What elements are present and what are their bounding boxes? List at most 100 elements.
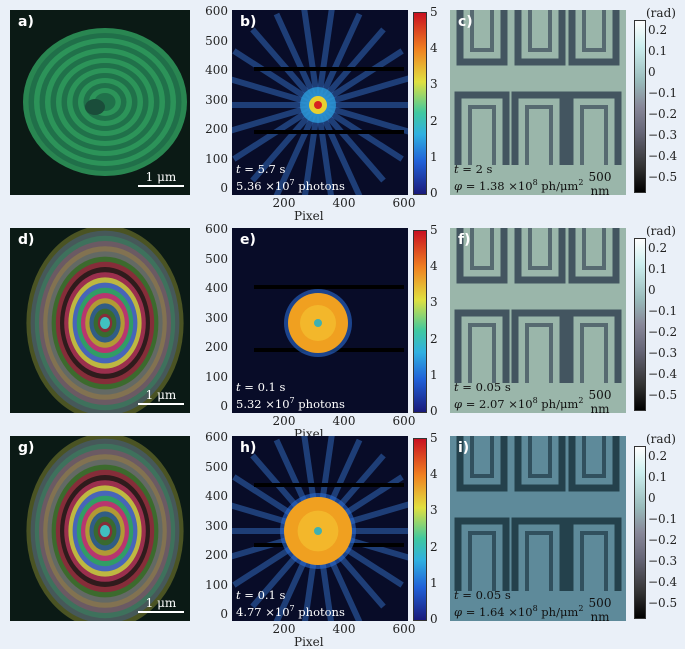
y-tick-label: 100 [205, 369, 228, 384]
y-tick-label: 200 [205, 548, 228, 562]
y-tick-label: 0 [220, 181, 228, 195]
panel-label: a) [18, 14, 34, 30]
nanostructure-shape [454, 91, 510, 165]
y-tick-label: 100 [205, 151, 228, 166]
fluence-mantissa: 2.07 [479, 396, 505, 411]
colorbar-tick-label: −0.5 [648, 388, 678, 402]
intensity-colorbar [413, 12, 427, 195]
photon-exponent: 7 [289, 604, 295, 613]
x-axis-label: Pixel [294, 209, 324, 223]
time-value: 0.05 s [475, 380, 511, 394]
colorbar-tick-label: 1 [430, 367, 438, 382]
nanostructure-shape [456, 228, 508, 284]
nanostructure-inner [525, 531, 553, 591]
diffraction-image [254, 285, 404, 357]
nanostructure-inner [525, 323, 553, 383]
panel-label: d) [18, 232, 35, 248]
scale-bar-label: 500 nm [588, 596, 612, 621]
nanostructure-shape [456, 436, 508, 492]
nanostructure-shape [454, 517, 510, 591]
colorbar-tick-label: 4 [430, 259, 438, 274]
y-tick-label: 500 [205, 251, 228, 266]
scale-bar: 500 nm [578, 170, 622, 195]
fluence-mantissa: 1.64 [479, 604, 505, 619]
colorbar-tick-label: 4 [430, 41, 438, 56]
colorbar-tick-label: −0.2 [648, 107, 678, 121]
nanostructure-inner [468, 323, 496, 383]
panel-label: g) [18, 440, 35, 456]
scale-bar-line [138, 185, 184, 187]
fluence-mantissa: 1.38 [479, 178, 505, 193]
nanostructure-shape [566, 517, 622, 591]
exposure-time: t = 5.7 s [236, 162, 345, 176]
fluence-unit: ph/μm [537, 396, 579, 411]
nanostructure-shape [511, 309, 567, 383]
colorbar-tick-label: −0.4 [648, 575, 678, 589]
diffraction-plot: e) t = 0.1 s 5.32 ×107 photons [232, 228, 408, 413]
exposure-time: t = 0.05 s [454, 588, 583, 602]
time-symbol: t [454, 162, 459, 176]
phase-image [454, 436, 622, 591]
colorbar-tick-label: −0.3 [648, 128, 678, 142]
photon-mantissa: 5.36 [236, 178, 262, 193]
squared-exponent: 2 [578, 604, 584, 613]
phase-image [454, 10, 622, 165]
colorbar-tick-label: 1 [430, 575, 438, 590]
nanostructure-shape [566, 91, 622, 165]
nanostructure-shape [566, 309, 622, 383]
squared-exponent: 2 [578, 396, 584, 405]
beamstop-bar [254, 483, 404, 487]
y-tick-label: 400 [205, 63, 228, 77]
exposure-time: t = 0.1 s [236, 588, 345, 602]
scale-bar: 1 μm [138, 596, 184, 613]
colorbar-tick-label: 2 [430, 539, 438, 554]
y-tick-label: 600 [205, 4, 228, 18]
colorbar-tick-label: 2 [430, 331, 438, 346]
scale-bar-label: 500 nm [588, 170, 612, 195]
nanostructure-inner [468, 105, 496, 165]
intensity-colorbar [413, 230, 427, 413]
exposure-time: t = 0.05 s [454, 380, 583, 394]
colorbar-tick-label: −0.3 [648, 554, 678, 568]
colorbar-tick-label: −0.3 [648, 346, 678, 360]
colorbar-tick-label: −0.1 [648, 304, 678, 318]
time-value: 0.1 s [257, 380, 286, 394]
time-value: 0.1 s [257, 588, 286, 602]
panel-label: c) [458, 14, 473, 30]
nanostructure-inner [525, 105, 553, 165]
fluence-value: φ = 1.64 ×108 ph/μm2 [454, 602, 583, 619]
diffraction-peak [314, 101, 322, 109]
colorbar-tick-label: 1 [430, 149, 438, 164]
x-tick-label: 400 [332, 196, 356, 210]
scale-bar: 1 μm [138, 170, 184, 187]
colorbar-tick-label: 4 [430, 467, 438, 482]
fluence-value: φ = 1.38 ×108 ph/μm2 [454, 176, 583, 193]
nanostructure-shape [511, 91, 567, 165]
squared-exponent: 2 [578, 178, 584, 187]
colorbar-tick-label: 0 [430, 612, 438, 626]
y-tick-label: 0 [220, 607, 228, 621]
hologram-image [23, 28, 187, 176]
nanostructure-shape [514, 228, 566, 284]
y-tick-label: 400 [205, 489, 228, 503]
time-symbol: t [236, 162, 241, 176]
nanostructure-inner [580, 105, 608, 165]
colorbar-tick-label: 0.1 [648, 262, 668, 276]
equals-sign: = [462, 604, 480, 619]
colorbar-tick-label: −0.1 [648, 86, 678, 100]
equals-sign: = [458, 588, 476, 602]
fluence-unit: ph/μm [537, 604, 579, 619]
fluence-exponent: 8 [532, 396, 538, 405]
colorbar-tick-label: 0 [648, 491, 656, 505]
scale-bar-label: 1 μm [145, 596, 177, 610]
y-tick-label: 600 [205, 430, 228, 444]
scale-bar: 500 nm [578, 596, 622, 621]
nanostructure-shape [456, 10, 508, 66]
hologram-image [26, 436, 184, 621]
x-tick-label: 600 [392, 196, 416, 210]
y-tick-label: 500 [205, 33, 228, 48]
nanostructure-shape [568, 10, 620, 66]
nanostructure-inner [528, 228, 552, 270]
